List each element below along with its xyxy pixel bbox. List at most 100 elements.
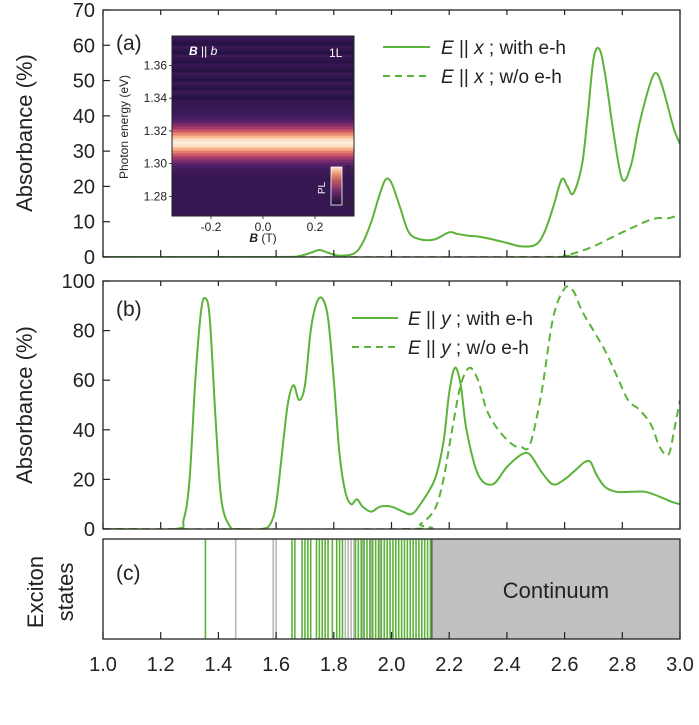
x-tick-label: 2.0 — [378, 654, 406, 676]
heatmap-row — [172, 42, 354, 46]
inset-colorbar-max: 1 — [346, 164, 352, 175]
heatmap-row — [172, 111, 354, 115]
panel-a-series — [103, 46, 680, 257]
heatmap-row — [172, 165, 354, 169]
heatmap-row — [172, 135, 354, 139]
x-tick-labels: 1.0 1.2 1.4 1.6 1.8 2.0 2.2 2.4 2.6 2.8 3.0 — [89, 654, 694, 676]
heatmap-row — [172, 159, 354, 163]
heatmap-row — [172, 171, 354, 175]
panel-c-label: (c) — [116, 562, 141, 585]
panel-b-y-ticks: 0 20 40 60 80 100 — [62, 271, 110, 541]
heatmap-row — [172, 36, 354, 40]
heatmap-row — [172, 69, 354, 73]
heatmap-row — [172, 54, 354, 58]
panel-b-y-axis-label: Absorbance (%) — [12, 326, 37, 484]
heatmap-row — [172, 102, 354, 106]
heatmap-row — [172, 198, 354, 202]
inset-y-tick-label: 1.30 — [144, 157, 168, 171]
heatmap-row — [172, 201, 354, 205]
heatmap-row — [172, 105, 354, 109]
x-tick-label: 1.2 — [147, 654, 175, 676]
heatmap-row — [172, 150, 354, 154]
x-tick-label: 2.4 — [493, 654, 521, 676]
inset-colorbar-min: 0 — [346, 198, 352, 209]
heatmap-row — [172, 72, 354, 76]
inset-y-tick-label: 1.34 — [144, 91, 168, 105]
heatmap-row — [172, 99, 354, 103]
heatmap-row — [172, 156, 354, 160]
heatmap-row — [172, 78, 354, 82]
inset-y-ticks: 1.28 1.30 1.32 1.34 1.36 — [144, 58, 172, 203]
inset-y-tick-label: 1.36 — [144, 58, 168, 72]
heatmap-row — [172, 81, 354, 85]
x-tick-label: 2.8 — [608, 654, 636, 676]
y-tick-label: 0 — [84, 247, 95, 269]
x-tick-label: 3.0 — [666, 654, 694, 676]
y-tick-label: 80 — [73, 321, 95, 343]
panel-b-label: (b) — [116, 298, 142, 321]
heatmap-row — [172, 75, 354, 79]
panel-a-label: (a) — [116, 32, 142, 55]
inset-title: B || b — [189, 44, 218, 58]
heatmap-row — [172, 153, 354, 157]
x-tick-label: 2.6 — [551, 654, 579, 676]
inset-x-tick-label: 0.0 — [255, 220, 272, 234]
heatmap-row — [172, 48, 354, 52]
heatmap-row — [172, 114, 354, 118]
inset-colorbar-label: PL — [317, 181, 328, 194]
inset-heatmap: 1.28 1.30 1.32 1.34 1.36 -0.2 0.0 0.2 Photon e… — [117, 35, 355, 245]
panel-a-legend: E || x ; with e-h E || x ; w/o e-h — [383, 38, 566, 88]
y-tick-label: 60 — [73, 35, 95, 57]
y-tick-label: 100 — [62, 271, 95, 293]
heatmap-row — [172, 138, 354, 142]
heatmap-row — [172, 177, 354, 181]
panel-a-y-axis-label: Absorbance (%) — [12, 54, 37, 212]
y-tick-label: 20 — [73, 469, 95, 491]
heatmap-row — [172, 204, 354, 208]
series-line-with-eh — [103, 46, 680, 257]
y-tick-label: 30 — [73, 141, 95, 163]
heatmap-row — [172, 141, 354, 145]
y-tick-label: 70 — [73, 0, 95, 22]
continuum-region — [431, 539, 680, 639]
heatmap-row — [172, 144, 354, 148]
inset-x-tick-label: -0.2 — [201, 220, 222, 234]
panel-b: 0 20 40 60 80 100 (b) Absorbance (%) E || y ;… — [12, 271, 681, 541]
heatmap-row — [172, 126, 354, 130]
inset-y-axis-label: Photon energy (eV) — [117, 75, 131, 179]
inset-x-axis-label: B (T) — [249, 231, 276, 245]
heatmap-row — [172, 93, 354, 97]
heatmap-row — [172, 132, 354, 136]
heatmap-row — [172, 108, 354, 112]
inset-y-tick-label: 1.32 — [144, 124, 168, 138]
panel-b-x-ticks — [102, 281, 681, 529]
heatmap-row — [172, 189, 354, 193]
heatmap-row — [172, 210, 354, 214]
y-tick-label: 60 — [73, 370, 95, 392]
y-tick-label: 20 — [73, 176, 95, 198]
y-tick-label: 0 — [84, 519, 95, 541]
heatmap-row — [172, 180, 354, 184]
panel-b-legend: E || y ; with e-h E || y ; w/o e-h — [352, 309, 533, 359]
inset-layer-label: 1L — [329, 46, 343, 60]
x-tick-label: 1.6 — [262, 654, 290, 676]
panel-c-y-axis-label: Exciton — [23, 556, 48, 628]
heatmap-row — [172, 213, 354, 216]
heatmap-row — [172, 195, 354, 199]
heatmap-row — [172, 186, 354, 190]
legend-b-dashed-label: E || y ; w/o e-h — [408, 338, 529, 359]
series-line-without-eh — [103, 285, 680, 529]
heatmap-row — [172, 39, 354, 43]
y-tick-label: 40 — [73, 420, 95, 442]
inset-x-tick-label: 0.2 — [307, 220, 324, 234]
heatmap-row — [172, 60, 354, 64]
panel-a-x-ticks — [102, 10, 681, 257]
heatmap-row — [172, 120, 354, 124]
heatmap-row — [172, 207, 354, 211]
legend-a-dashed-label: E || x ; w/o e-h — [441, 67, 562, 88]
inset-x-ticks: -0.2 0.0 0.2 — [201, 216, 324, 234]
heatmap-row — [172, 57, 354, 61]
inset-heatmap-image — [172, 36, 354, 216]
